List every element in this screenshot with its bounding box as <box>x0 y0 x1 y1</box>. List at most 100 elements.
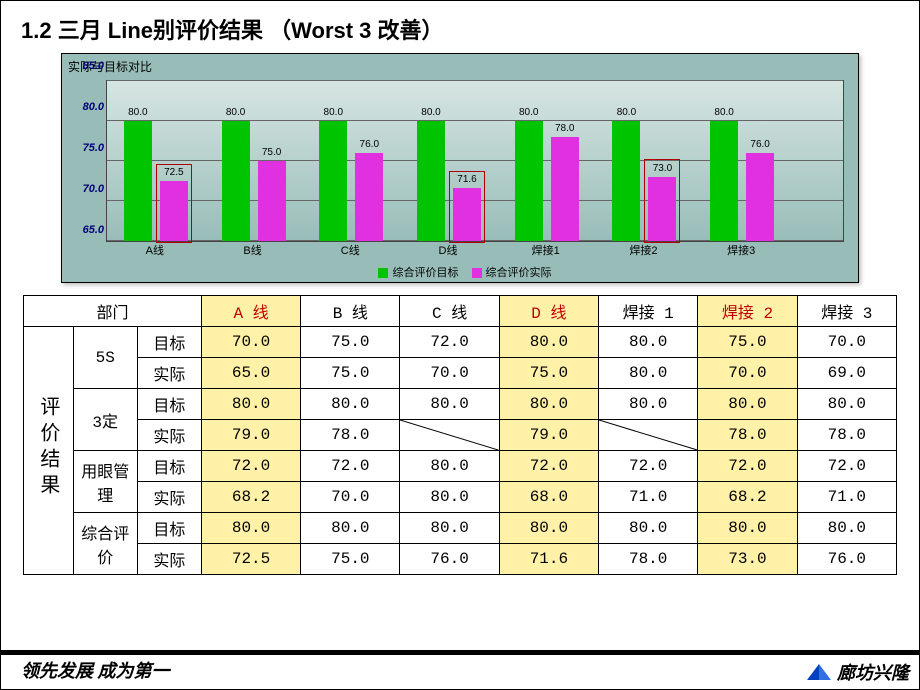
table-cell: 72.5 <box>201 544 300 575</box>
table-cell: 68.2 <box>698 482 797 513</box>
table-cell: 75.0 <box>698 327 797 358</box>
table-cell: 76.0 <box>797 544 896 575</box>
table-cell: 80.0 <box>499 327 598 358</box>
table-cell: 76.0 <box>400 544 499 575</box>
table-cell: 72.0 <box>599 451 698 482</box>
table-cell: 79.0 <box>201 420 300 451</box>
table-cell: 75.0 <box>301 327 400 358</box>
table-cell: 80.0 <box>400 482 499 513</box>
bar-actual: 76.0 <box>355 153 383 241</box>
bar-target: 80.0 <box>319 121 347 241</box>
footer-company: 廊坊兴隆 <box>837 659 909 685</box>
worst-highlight <box>449 171 485 243</box>
table-cell: 80.0 <box>599 389 698 420</box>
table-cell: 75.0 <box>301 358 400 389</box>
row-group-label: 评价结果 <box>24 327 74 575</box>
header-col: 焊接 2 <box>698 296 797 327</box>
chart-title: 实际与目标对比 <box>68 58 152 75</box>
header-dept: 部门 <box>24 296 202 327</box>
table-cell: 79.0 <box>499 420 598 451</box>
table-cell: 69.0 <box>797 358 896 389</box>
legend-label-target: 综合评价目标 <box>392 267 458 279</box>
chart-yaxis: 65.070.075.080.085.0 <box>62 80 106 242</box>
table-cell: 80.0 <box>797 389 896 420</box>
table-cell: 78.0 <box>301 420 400 451</box>
table-cell: 80.0 <box>201 513 300 544</box>
xtick: 焊接2 <box>629 242 657 258</box>
table-cell: 71.0 <box>797 482 896 513</box>
logo-icon <box>805 662 833 682</box>
table-cell: 80.0 <box>400 389 499 420</box>
worst-highlight <box>644 159 680 243</box>
group-name: 综合评价 <box>73 513 137 575</box>
table-cell: 68.2 <box>201 482 300 513</box>
table-cell: 80.0 <box>797 513 896 544</box>
chart-legend: 综合评价目标 综合评价实际 <box>62 264 858 280</box>
bar-target: 80.0 <box>417 121 445 241</box>
table-cell: 72.0 <box>698 451 797 482</box>
table-cell: 70.0 <box>797 327 896 358</box>
xtick: B线 <box>243 242 261 258</box>
group-name: 5S <box>73 327 137 389</box>
row-label: 目标 <box>137 451 201 482</box>
table-cell: 72.0 <box>201 451 300 482</box>
group-name: 3定 <box>73 389 137 451</box>
table-cell: 80.0 <box>698 389 797 420</box>
legend-swatch-target <box>378 268 388 278</box>
bar-actual: 78.0 <box>551 137 579 241</box>
bar-target: 80.0 <box>710 121 738 241</box>
table-cell: 65.0 <box>201 358 300 389</box>
table-cell: 80.0 <box>599 513 698 544</box>
row-label: 目标 <box>137 327 201 358</box>
table-cell: 68.0 <box>499 482 598 513</box>
xtick: 焊接1 <box>532 242 560 258</box>
table-cell: 72.0 <box>499 451 598 482</box>
header-col: 焊接 3 <box>797 296 896 327</box>
table-cell: 70.0 <box>201 327 300 358</box>
row-label: 实际 <box>137 420 201 451</box>
bar-actual: 75.0 <box>258 161 286 241</box>
chart-panel: 实际与目标对比 65.070.075.080.085.0 80.072.580.… <box>61 53 859 283</box>
xtick: 焊接3 <box>727 242 755 258</box>
table-cell: 70.0 <box>301 482 400 513</box>
table-cell: 75.0 <box>499 358 598 389</box>
table-cell: 80.0 <box>301 513 400 544</box>
footer: 领先发展 成为第一 廊坊兴隆 <box>1 653 919 689</box>
table-cell: 80.0 <box>499 513 598 544</box>
xtick: C线 <box>341 242 360 258</box>
bar-target: 80.0 <box>124 121 152 241</box>
table-cell: 73.0 <box>698 544 797 575</box>
group-name: 用眼管理 <box>73 451 137 513</box>
row-label: 实际 <box>137 544 201 575</box>
table-cell: 78.0 <box>599 544 698 575</box>
header-col: 焊接 1 <box>599 296 698 327</box>
table-cell: 75.0 <box>301 544 400 575</box>
table-cell: 71.6 <box>499 544 598 575</box>
legend-swatch-actual <box>472 268 482 278</box>
row-label: 实际 <box>137 482 201 513</box>
table-cell: 80.0 <box>400 513 499 544</box>
evaluation-table: 部门A 线B 线C 线D 线焊接 1焊接 2焊接 3评价结果5S目标70.075… <box>23 295 897 575</box>
table-cell: 80.0 <box>599 327 698 358</box>
table-wrap: 部门A 线B 线C 线D 线焊接 1焊接 2焊接 3评价结果5S目标70.075… <box>23 295 897 575</box>
table-cell: 78.0 <box>797 420 896 451</box>
table-cell: 72.0 <box>301 451 400 482</box>
header-col: A 线 <box>201 296 300 327</box>
bar-actual: 76.0 <box>746 153 774 241</box>
header-col: D 线 <box>499 296 598 327</box>
table-cell <box>599 420 698 451</box>
legend-label-actual: 综合评价实际 <box>486 267 552 279</box>
table-cell: 80.0 <box>301 389 400 420</box>
xtick: A线 <box>146 242 164 258</box>
xtick: D线 <box>439 242 458 258</box>
table-cell: 80.0 <box>201 389 300 420</box>
row-label: 实际 <box>137 358 201 389</box>
bar-target: 80.0 <box>222 121 250 241</box>
table-cell: 70.0 <box>698 358 797 389</box>
header-col: B 线 <box>301 296 400 327</box>
table-cell: 78.0 <box>698 420 797 451</box>
row-label: 目标 <box>137 389 201 420</box>
footer-slogan: 领先发展 成为第一 <box>21 657 170 683</box>
bar-target: 80.0 <box>515 121 543 241</box>
page-title: 1.2 三月 Line别评价结果 （Worst 3 改善） <box>1 1 919 53</box>
